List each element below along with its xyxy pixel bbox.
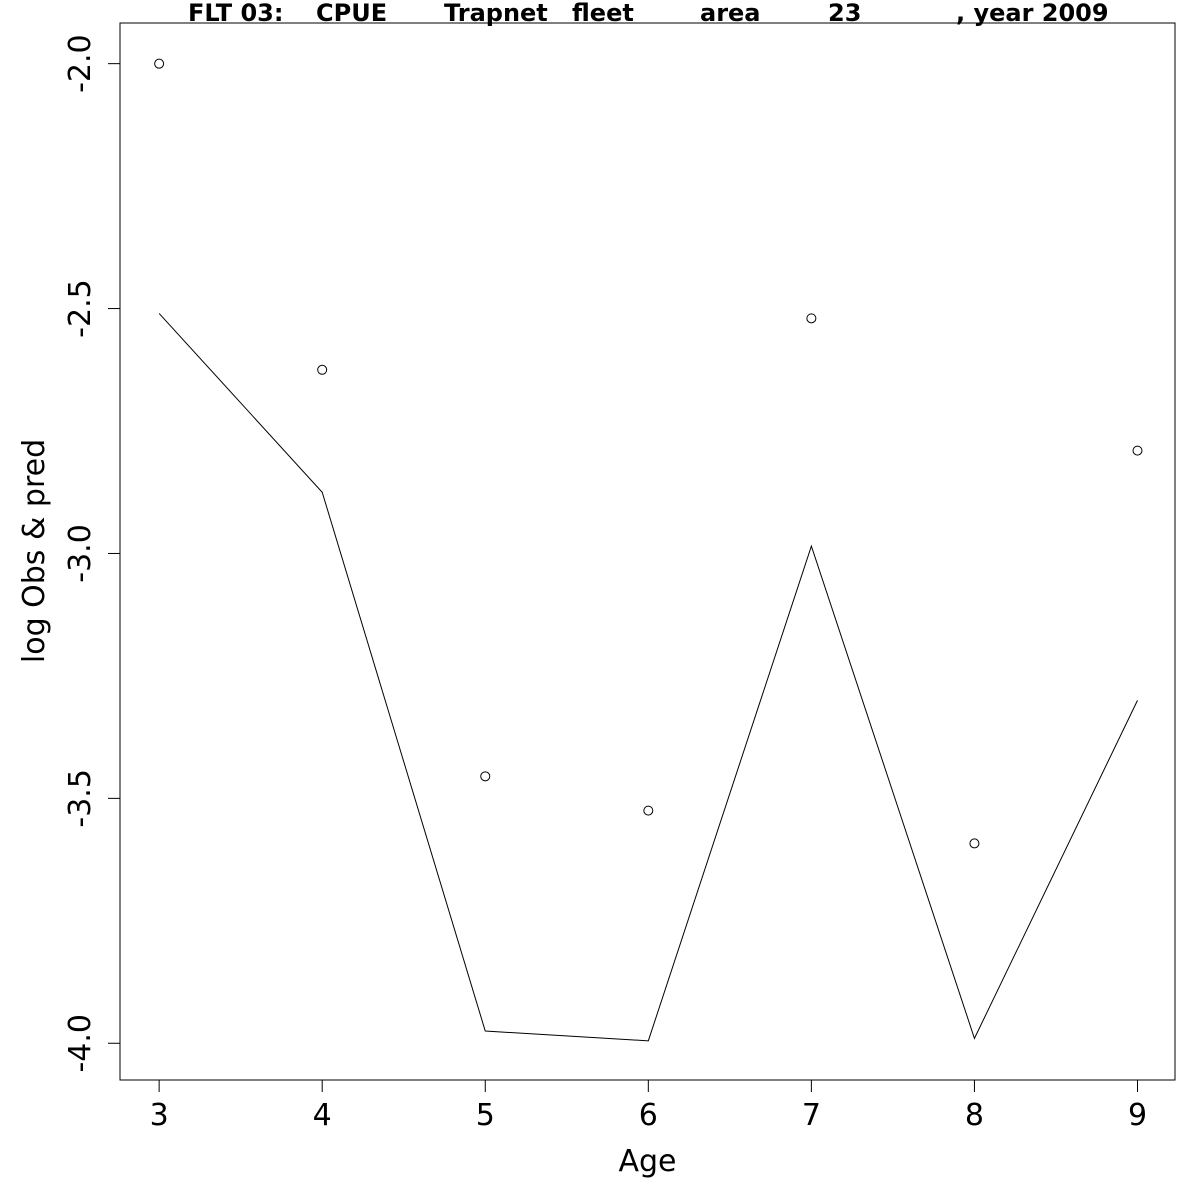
x-axis: 3 4 5 6 7 8 9 [150,1079,1147,1133]
observed-point [806,313,817,324]
observed-point [154,58,165,69]
y-axis-title: log Obs & pred [17,439,52,663]
y-tick-label: -2.0 [63,34,98,93]
y-tick-label: -2.5 [63,279,98,338]
observed-point [643,805,654,816]
x-tick-label: 7 [802,1098,821,1133]
x-tick-label: 8 [965,1098,984,1133]
y-tick-label: -4.0 [63,1014,98,1073]
x-axis-title: Age [618,1144,676,1179]
x-tick-label: 5 [476,1098,495,1133]
predicted-line [158,313,1138,1042]
observed-point [317,364,328,375]
y-tick-label: -3.5 [63,769,98,828]
y-tick-label: -3.0 [63,524,98,583]
plot-frame [119,22,1176,1081]
observed-point [969,838,980,849]
observed-point [480,771,491,782]
x-tick-label: 6 [639,1098,658,1133]
x-tick-label: 3 [150,1098,169,1133]
x-tick-label: 4 [313,1098,332,1133]
y-axis: -2.0 -2.5 -3.0 -3.5 -4.0 [63,34,121,1073]
series-layer [154,58,1143,1042]
x-tick-label: 9 [1128,1098,1147,1133]
observed-point [1132,445,1143,456]
